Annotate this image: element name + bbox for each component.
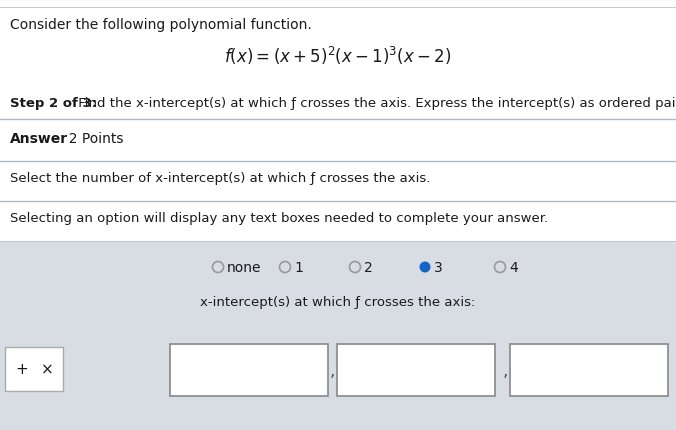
FancyBboxPatch shape [0, 0, 676, 120]
Text: +: + [16, 362, 28, 377]
Text: Consider the following polynomial function.: Consider the following polynomial functi… [10, 18, 312, 32]
Text: ,: , [329, 361, 335, 379]
Text: Answer: Answer [10, 132, 68, 146]
Text: 3: 3 [434, 261, 443, 274]
FancyBboxPatch shape [5, 347, 63, 391]
Text: ,: , [502, 361, 508, 379]
Text: Select the number of x-intercept(s) at which ƒ crosses the axis.: Select the number of x-intercept(s) at w… [10, 172, 431, 184]
Circle shape [420, 262, 431, 273]
FancyBboxPatch shape [0, 120, 676, 162]
Text: 1: 1 [294, 261, 303, 274]
Text: 2 Points: 2 Points [60, 132, 124, 146]
Text: Find the x-intercept(s) at which ƒ crosses the axis. Express the intercept(s) as: Find the x-intercept(s) at which ƒ cross… [74, 97, 676, 110]
Text: 2: 2 [364, 261, 372, 274]
Text: x-intercept(s) at which ƒ crosses the axis:: x-intercept(s) at which ƒ crosses the ax… [200, 295, 476, 308]
Text: $f(x) = (x + 5)^{2}(x - 1)^{3}(x - 2)$: $f(x) = (x + 5)^{2}(x - 1)^{3}(x - 2)$ [224, 45, 452, 67]
FancyBboxPatch shape [170, 344, 328, 396]
Text: Step 2 of 3:: Step 2 of 3: [10, 97, 97, 110]
FancyBboxPatch shape [510, 344, 668, 396]
FancyBboxPatch shape [0, 202, 676, 241]
FancyBboxPatch shape [0, 162, 676, 202]
Text: 4: 4 [509, 261, 518, 274]
Text: none: none [227, 261, 262, 274]
FancyBboxPatch shape [337, 344, 495, 396]
Text: Selecting an option will display any text boxes needed to complete your answer.: Selecting an option will display any tex… [10, 212, 548, 224]
Text: ×: × [41, 362, 53, 377]
